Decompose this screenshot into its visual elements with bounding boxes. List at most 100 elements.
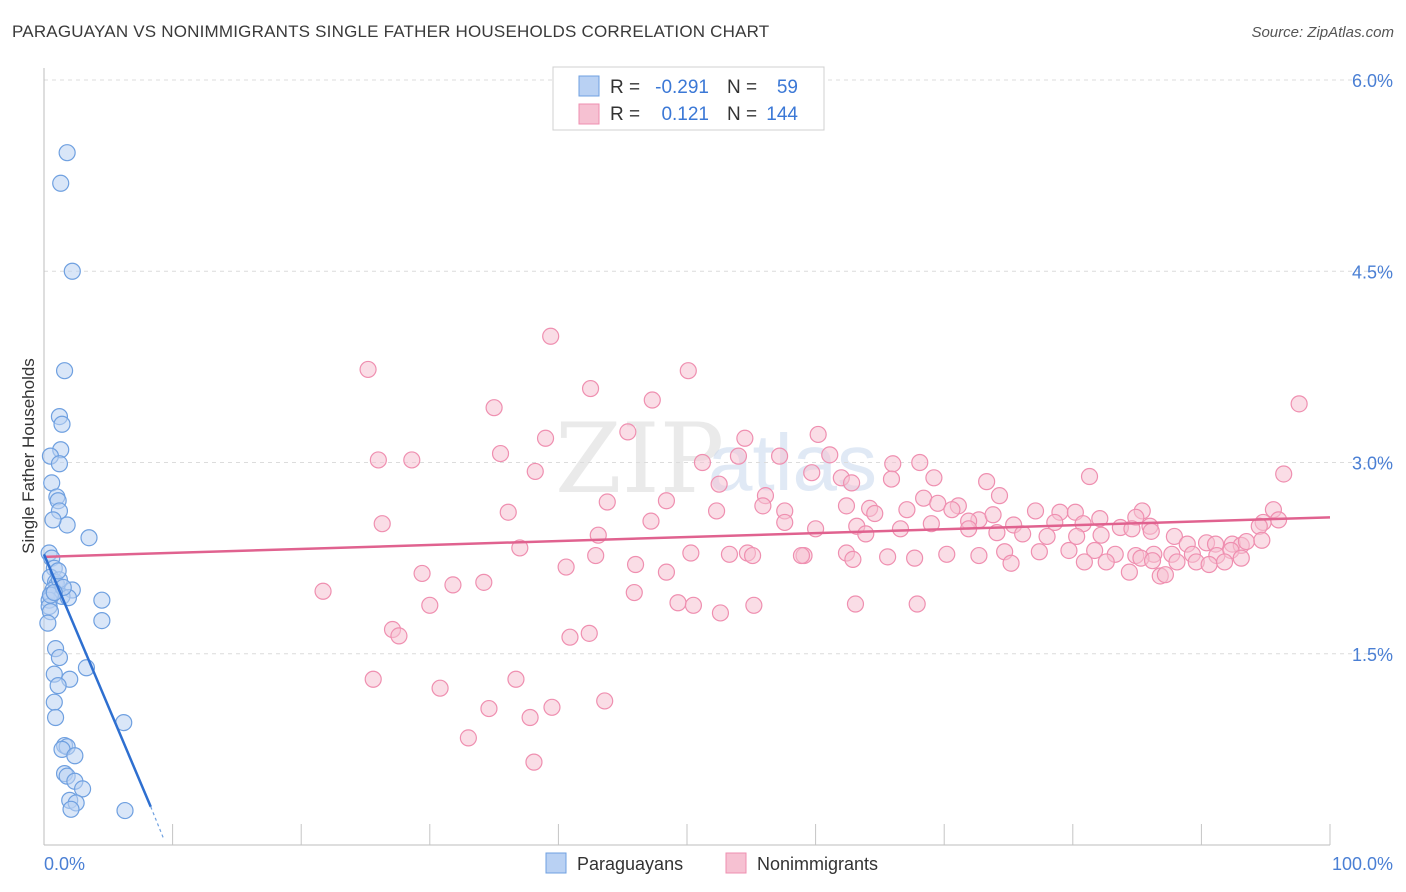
- nonimmigrants-point-28: [710, 475, 728, 493]
- nonimmigrants-point-35: [657, 492, 676, 510]
- series-nonimmigrants-points: [314, 327, 1308, 771]
- trend-line-nonimmigrants: [43, 516, 1331, 559]
- nonimmigrants-point-115: [1002, 554, 1020, 572]
- paraguayans-point-33: [50, 648, 69, 667]
- nonimmigrants-point-69: [922, 515, 940, 533]
- nonimmigrants-point-146: [364, 670, 382, 688]
- nonimmigrants-point-143: [390, 627, 408, 645]
- nonimmigrants-point-23: [925, 469, 943, 487]
- bottom-legend-label-paraguayans: Paraguayans: [577, 854, 683, 874]
- nonimmigrants-point-76: [1068, 527, 1086, 546]
- x-tick-label-min: 0.0%: [44, 854, 85, 874]
- x-tick-label-max: 100.0%: [1332, 854, 1393, 874]
- nonimmigrants-point-128: [626, 555, 645, 574]
- nonimmigrants-point-87: [1253, 531, 1271, 549]
- nonimmigrants-point-148: [431, 679, 449, 697]
- nonimmigrants-point-17: [821, 446, 839, 464]
- paraguayans-point-2: [63, 262, 81, 280]
- nonimmigrants-point-19: [884, 455, 902, 473]
- nonimmigrants-point-137: [745, 596, 763, 614]
- nonimmigrants-point-144: [561, 628, 579, 646]
- paraguayans-point-4: [55, 362, 74, 380]
- nonimmigrants-point-38: [929, 494, 947, 512]
- nonimmigrants-point-107: [1232, 549, 1250, 567]
- y-axis-label: Single Father Households: [19, 358, 38, 554]
- source-label: Source: ZipAtlas.com: [1251, 24, 1394, 41]
- nonimmigrants-point-80: [1165, 527, 1183, 546]
- nonimmigrants-point-48: [499, 503, 517, 521]
- nonimmigrants-point-27: [882, 470, 901, 488]
- legend-r-value-2: 0.121: [661, 104, 709, 125]
- nonimmigrants-point-65: [776, 513, 794, 532]
- nonimmigrants-point-26: [843, 474, 861, 492]
- nonimmigrants-point-86: [1237, 532, 1256, 551]
- nonimmigrants-point-138: [846, 595, 865, 613]
- paraguayans-point-55: [44, 511, 62, 529]
- nonimmigrants-point-127: [557, 558, 575, 576]
- legend-r-label-1: R =: [610, 77, 640, 98]
- nonimmigrants-point-135: [669, 594, 687, 612]
- paraguayans-point-37: [49, 677, 67, 695]
- stats-legend: R = -0.291 N = 59 R = 0.121 N = 144: [552, 66, 825, 131]
- nonimmigrants-point-15: [729, 447, 748, 465]
- y-tick-label-0: 1.5%: [1352, 645, 1393, 665]
- nonimmigrants-point-20: [526, 462, 544, 481]
- nonimmigrants-point-154: [525, 753, 543, 771]
- nonimmigrants-point-18: [911, 453, 929, 472]
- nonimmigrants-point-139: [908, 595, 926, 613]
- x-axis-ticks: [172, 824, 1331, 845]
- nonimmigrants-point-78: [1123, 520, 1141, 538]
- nonimmigrants-point-111: [743, 546, 762, 565]
- nonimmigrants-point-141: [711, 604, 730, 622]
- nonimmigrants-point-89: [682, 544, 700, 562]
- nonimmigrants-point-126: [1156, 566, 1174, 584]
- nonimmigrants-point-132: [475, 573, 493, 591]
- nonimmigrants-point-151: [596, 692, 614, 710]
- nonimmigrants-point-109: [587, 546, 605, 565]
- nonimmigrants-point-131: [444, 576, 462, 594]
- trend-line-paraguayans: [42, 553, 152, 808]
- nonimmigrants-point-40: [1026, 502, 1045, 520]
- series-paraguayans-points: [39, 144, 134, 820]
- nonimmigrants-point-116: [1075, 553, 1093, 571]
- nonimmigrants-point-8: [619, 423, 637, 441]
- nonimmigrants-point-14: [693, 453, 712, 472]
- nonimmigrants-point-153: [459, 729, 477, 747]
- nonimmigrants-point-57: [1046, 513, 1064, 532]
- trend-line-paraguayans-extension: [150, 806, 165, 839]
- legend-n-value-2: 144: [766, 104, 798, 125]
- nonimmigrants-point-93: [879, 548, 897, 566]
- y-tick-label-1: 3.0%: [1352, 454, 1393, 474]
- nonimmigrants-point-24: [1080, 467, 1099, 486]
- nonimmigrants-point-98: [1060, 541, 1078, 560]
- nonimmigrants-point-16: [770, 447, 789, 465]
- paraguayans-point-48: [73, 780, 92, 798]
- legend-swatch-paraguayans: [578, 75, 600, 97]
- bottom-legend-swatch-paraguayans: [545, 852, 567, 874]
- nonimmigrants-point-0: [542, 327, 560, 345]
- nonimmigrants-point-36: [837, 497, 856, 515]
- nonimmigrants-point-149: [480, 699, 498, 718]
- nonimmigrants-point-130: [413, 564, 431, 583]
- trend-lines: [42, 516, 1331, 839]
- nonimmigrants-point-114: [906, 549, 924, 567]
- paraguayans-point-28: [93, 591, 111, 609]
- y-tick-label-2: 4.5%: [1352, 262, 1393, 282]
- nonimmigrants-point-63: [373, 515, 391, 533]
- nonimmigrants-point-147: [507, 670, 525, 688]
- nonimmigrants-point-95: [970, 546, 988, 565]
- paraguayans-point-52: [116, 801, 134, 820]
- nonimmigrants-point-29: [978, 473, 996, 491]
- nonimmigrants-point-55: [984, 506, 1002, 524]
- paraguayans-point-30: [39, 614, 57, 632]
- nonimmigrants-point-64: [642, 512, 660, 530]
- nonimmigrants-point-79: [1142, 522, 1160, 540]
- legend-swatch-nonimmigrants: [578, 103, 600, 125]
- nonimmigrants-point-133: [625, 583, 643, 602]
- nonimmigrants-point-32: [990, 487, 1009, 505]
- nonimmigrants-point-123: [1215, 553, 1234, 571]
- nonimmigrants-point-53: [943, 501, 961, 519]
- legend-r-value-1: -0.291: [655, 77, 709, 98]
- nonimmigrants-point-67: [891, 520, 910, 538]
- nonimmigrants-point-152: [521, 708, 539, 727]
